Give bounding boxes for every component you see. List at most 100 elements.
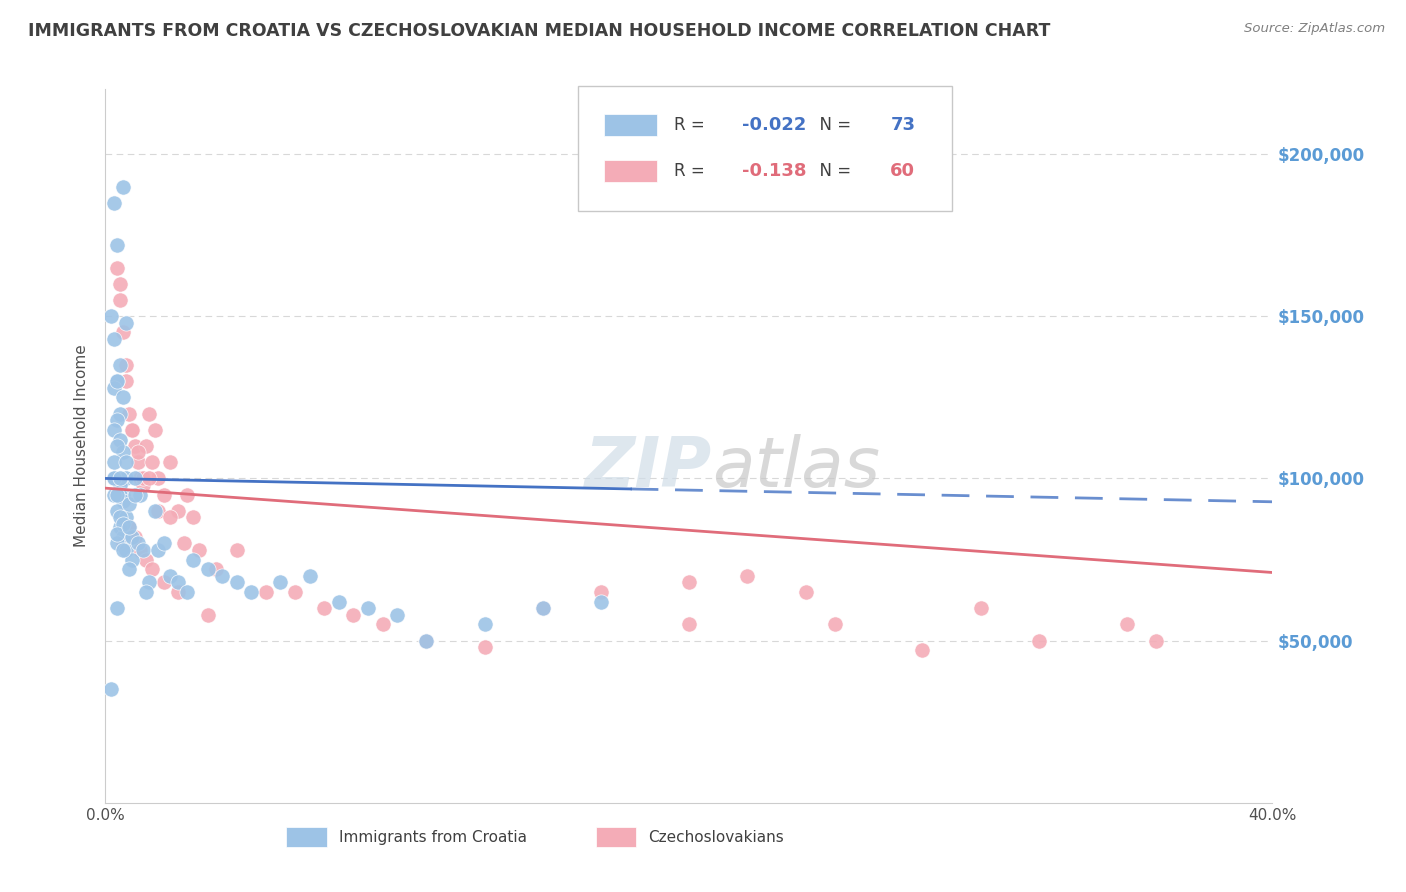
Point (105, 413, 128, 427)
Point (181, 552, 204, 566)
Point (173, 536, 195, 550)
Point (115, 316, 138, 330)
Point (105, 601, 128, 615)
Point (105, 488, 128, 502)
Point (737, 568, 759, 582)
Point (1144, 633, 1167, 648)
Point (159, 455, 181, 469)
Point (111, 445, 134, 459)
Point (105, 526, 128, 541)
Point (141, 455, 163, 469)
Point (124, 488, 146, 502)
Point (103, 471, 125, 485)
Point (100, 310, 122, 324)
Point (167, 504, 190, 518)
Point (240, 585, 263, 599)
FancyBboxPatch shape (287, 827, 328, 847)
Point (314, 601, 336, 615)
Point (115, 471, 138, 485)
Point (103, 488, 125, 502)
FancyBboxPatch shape (603, 114, 657, 136)
Point (167, 585, 190, 599)
FancyBboxPatch shape (578, 86, 952, 211)
Point (105, 439, 128, 453)
Point (357, 601, 380, 615)
Point (127, 445, 149, 459)
Point (141, 562, 163, 576)
Point (111, 488, 134, 502)
Point (108, 510, 131, 524)
Point (143, 423, 166, 437)
Point (794, 585, 817, 599)
Text: R =: R = (675, 116, 710, 134)
Text: atlas: atlas (713, 434, 880, 501)
Point (111, 179, 134, 194)
Point (127, 536, 149, 550)
Point (143, 504, 166, 518)
Point (225, 542, 247, 557)
Point (328, 595, 350, 609)
Point (385, 607, 408, 622)
Point (124, 530, 146, 544)
Point (111, 390, 134, 404)
Point (111, 494, 134, 508)
Point (108, 488, 131, 502)
Point (103, 195, 125, 210)
Point (108, 407, 131, 421)
Point (118, 562, 141, 576)
Point (678, 575, 700, 590)
Point (146, 471, 169, 485)
Point (108, 471, 131, 485)
Point (591, 585, 613, 599)
Point (138, 471, 160, 485)
Text: -0.022: -0.022 (742, 116, 807, 134)
Point (111, 530, 134, 544)
Point (474, 640, 496, 654)
Point (415, 633, 437, 648)
Point (105, 238, 128, 252)
Point (100, 682, 122, 697)
Point (105, 374, 128, 388)
Point (225, 575, 247, 590)
Point (103, 471, 125, 485)
Point (108, 433, 131, 447)
Point (1115, 617, 1137, 632)
Point (108, 277, 131, 291)
Point (115, 542, 138, 557)
Point (1028, 633, 1050, 648)
Point (474, 617, 496, 632)
Point (531, 601, 554, 615)
Text: 73: 73 (890, 116, 915, 134)
Point (298, 568, 321, 582)
Point (111, 536, 134, 550)
Point (111, 542, 134, 557)
Point (105, 536, 128, 550)
Point (132, 471, 155, 485)
Point (146, 504, 169, 518)
Point (138, 407, 160, 421)
Point (824, 617, 846, 632)
Point (121, 423, 143, 437)
Point (108, 293, 131, 307)
Point (211, 568, 233, 582)
Point (415, 633, 437, 648)
Point (103, 332, 125, 346)
Point (197, 607, 219, 622)
Y-axis label: Median Household Income: Median Household Income (75, 344, 90, 548)
Point (108, 478, 131, 492)
Point (103, 423, 125, 437)
Point (342, 607, 364, 622)
Text: 60: 60 (890, 162, 915, 180)
Point (111, 326, 134, 340)
Point (129, 471, 152, 485)
Point (118, 407, 141, 421)
Point (146, 542, 169, 557)
Point (129, 488, 152, 502)
Point (103, 455, 125, 469)
Point (105, 374, 128, 388)
Point (187, 542, 209, 557)
FancyBboxPatch shape (603, 161, 657, 182)
Point (269, 575, 292, 590)
Point (124, 471, 146, 485)
Point (159, 568, 181, 582)
